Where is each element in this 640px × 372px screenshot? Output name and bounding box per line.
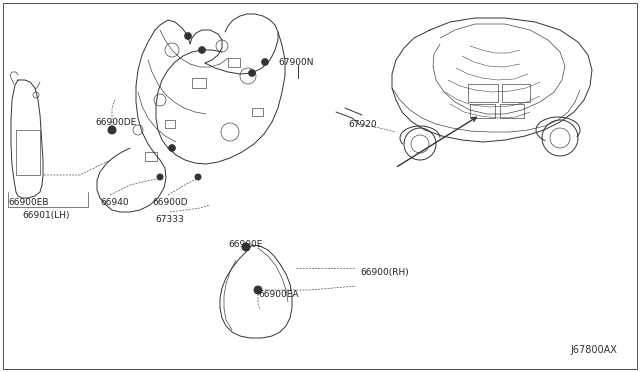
Bar bbox=[500, 104, 524, 118]
Circle shape bbox=[157, 174, 163, 180]
Circle shape bbox=[242, 243, 250, 251]
Text: 66940: 66940 bbox=[100, 198, 129, 207]
Text: 66901(LH): 66901(LH) bbox=[22, 211, 70, 220]
Bar bbox=[468, 84, 498, 102]
Text: 66900D: 66900D bbox=[152, 198, 188, 207]
Circle shape bbox=[262, 58, 269, 65]
Circle shape bbox=[195, 174, 201, 180]
Text: 66900DE: 66900DE bbox=[95, 118, 136, 127]
Text: 67920: 67920 bbox=[348, 120, 376, 129]
Text: 66900E: 66900E bbox=[228, 240, 262, 249]
Circle shape bbox=[198, 46, 205, 54]
Bar bbox=[470, 104, 495, 118]
Bar bbox=[145, 152, 157, 161]
Text: 66900(RH): 66900(RH) bbox=[360, 268, 409, 277]
Bar bbox=[165, 120, 175, 128]
Bar bbox=[16, 130, 40, 175]
Circle shape bbox=[168, 144, 175, 151]
Circle shape bbox=[184, 32, 191, 39]
Bar bbox=[192, 78, 206, 88]
Text: 67333: 67333 bbox=[155, 215, 184, 224]
Bar bbox=[228, 58, 240, 67]
Text: 66900EB: 66900EB bbox=[8, 198, 49, 207]
Bar bbox=[502, 84, 530, 102]
Text: 66900EA: 66900EA bbox=[258, 290, 298, 299]
Bar bbox=[252, 108, 263, 116]
Circle shape bbox=[248, 70, 255, 77]
Text: 67900N: 67900N bbox=[278, 58, 314, 67]
Circle shape bbox=[108, 126, 116, 134]
Circle shape bbox=[254, 286, 262, 294]
Text: J67800AX: J67800AX bbox=[570, 345, 617, 355]
